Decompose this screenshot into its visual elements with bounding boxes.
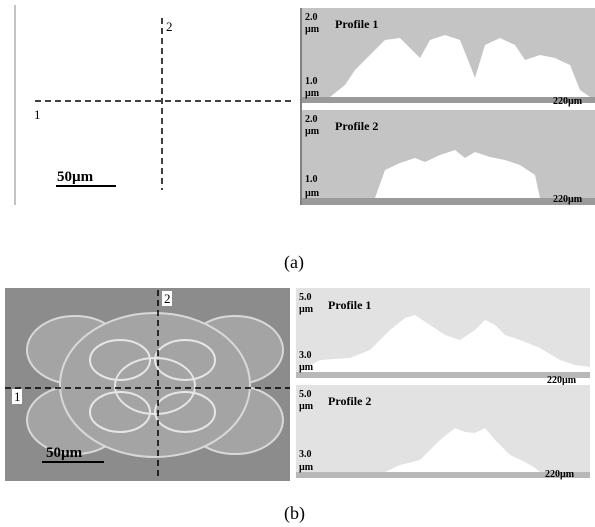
length: 220µm [553,194,583,205]
scale-bar-label: 50µm [57,169,94,185]
unit: µm [305,88,320,99]
profile-base [302,97,595,103]
profile-title: Profile 1 [328,298,371,312]
figure: 1 2 50µm 2.0 µm Profile 1 1.0 µm 220µm 2… [0,0,595,527]
scale-bar-label: 50µm [46,445,83,461]
y-bottom: 3.0 [299,350,312,361]
line-label: 2 [164,291,171,306]
unit: µm [299,304,314,315]
profile-title: Profile 1 [335,17,378,31]
profile-base [296,372,590,378]
panel-b-profiles: 5.0 µm Profile 1 3.0 µm 220µm 5.0 µm Pro… [296,288,590,480]
length: 220µm [545,469,575,480]
panel-a-image: 1 2 50µm [15,5,295,205]
length: 220µm [547,375,577,386]
line-label: 1 [14,389,21,404]
y-bottom: 3.0 [299,449,312,460]
length: 220µm [553,96,583,107]
y-top: 2.0 [305,114,318,125]
unit: µm [299,362,314,373]
panel-b-image: 1 2 50µm [5,288,290,481]
profile-title: Profile 2 [328,394,371,408]
unit: µm [299,401,314,412]
y-bottom: 1.0 [305,174,318,185]
y-top: 5.0 [299,292,312,303]
y-bottom: 1.0 [305,76,318,87]
line-label: 1 [34,107,41,122]
unit: µm [305,126,320,137]
profile-title: Profile 2 [335,119,378,133]
unit: µm [305,188,320,199]
y-top: 2.0 [305,12,318,23]
caption: (a) [284,252,304,273]
line-label: 2 [166,19,173,34]
y-top: 5.0 [299,389,312,400]
caption: (b) [284,503,305,524]
unit: µm [305,24,320,35]
profile-base [302,198,595,205]
structure [27,313,283,457]
panel-a-profiles: 2.0 µm Profile 1 1.0 µm 220µm 2.0 µm Pro… [301,8,595,205]
unit: µm [299,462,314,473]
